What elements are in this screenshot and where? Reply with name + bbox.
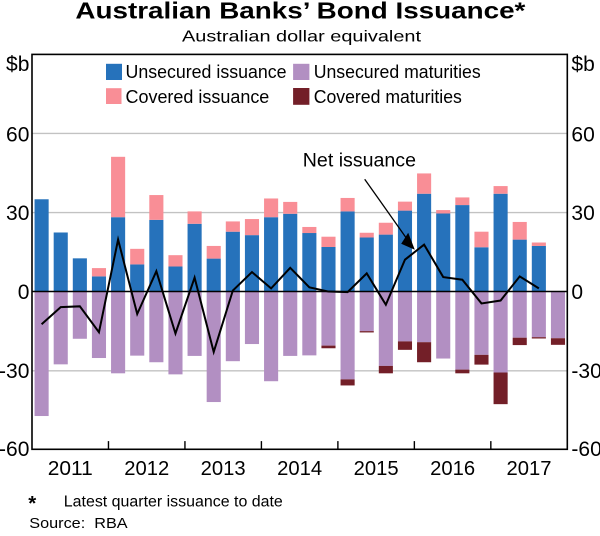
svg-text:2014: 2014 (277, 458, 322, 480)
svg-text:0: 0 (571, 281, 583, 304)
svg-text:$b: $b (571, 53, 594, 76)
svg-text:2015: 2015 (354, 458, 399, 480)
svg-text:0: 0 (18, 281, 30, 304)
svg-text:2012: 2012 (124, 458, 169, 480)
svg-text:*: * (28, 492, 36, 515)
svg-text:-60: -60 (0, 438, 29, 461)
svg-text:-30: -30 (0, 360, 29, 383)
svg-text:Latest quarter issuance to dat: Latest quarter issuance to date (64, 493, 283, 510)
svg-text:2016: 2016 (430, 458, 475, 480)
svg-text:60: 60 (6, 123, 29, 146)
svg-text:30: 30 (571, 202, 594, 225)
svg-text:Unsecured maturities: Unsecured maturities (314, 61, 481, 82)
svg-text:Net issuance: Net issuance (303, 151, 416, 172)
svg-text:2011: 2011 (48, 458, 93, 480)
svg-text:Australian Banks’ Bond Issuanc: Australian Banks’ Bond Issuance* (75, 0, 525, 24)
svg-text:30: 30 (6, 202, 29, 225)
svg-text:Covered maturities: Covered maturities (314, 86, 462, 107)
svg-text:Covered issuance: Covered issuance (126, 86, 270, 107)
svg-text:2017: 2017 (507, 458, 552, 480)
svg-text:60: 60 (571, 123, 594, 146)
svg-text:-60: -60 (571, 438, 600, 461)
svg-text:2013: 2013 (201, 458, 246, 480)
svg-text:Australian dollar equivalent: Australian dollar equivalent (182, 28, 422, 45)
svg-text:Source: RBA: Source: RBA (29, 515, 127, 531)
svg-text:$b: $b (6, 53, 29, 76)
svg-text:Unsecured issuance: Unsecured issuance (126, 61, 287, 82)
svg-text:-30: -30 (571, 360, 600, 383)
